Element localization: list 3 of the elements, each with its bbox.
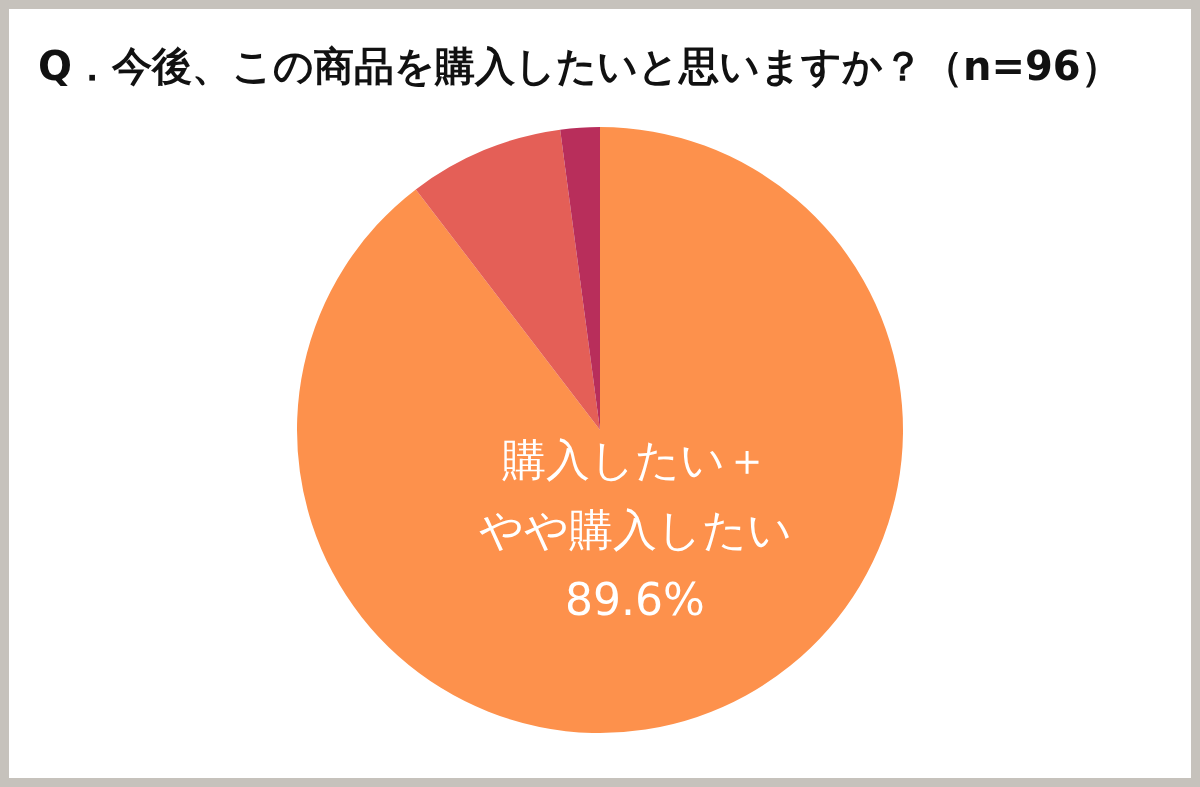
data-label: 89.6%	[565, 573, 705, 625]
chart-title: Q．今後、この商品を購入したいと思いますか？（n=96）	[38, 43, 1121, 89]
slice-label: 購入したい＋やや購入したい	[478, 433, 792, 555]
